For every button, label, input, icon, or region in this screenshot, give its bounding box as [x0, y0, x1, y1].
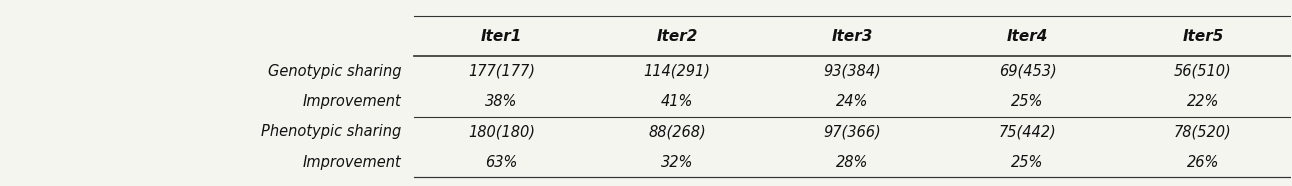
Text: Iter5: Iter5 — [1182, 29, 1224, 44]
Text: 114(291): 114(291) — [643, 64, 711, 79]
Text: 56(510): 56(510) — [1174, 64, 1231, 79]
Text: 22%: 22% — [1187, 94, 1220, 109]
Text: Genotypic sharing: Genotypic sharing — [267, 64, 401, 79]
Text: Iter3: Iter3 — [832, 29, 873, 44]
Text: 63%: 63% — [486, 155, 518, 170]
Text: Iter4: Iter4 — [1006, 29, 1048, 44]
Text: 69(453): 69(453) — [999, 64, 1057, 79]
Text: 97(366): 97(366) — [823, 124, 881, 140]
Text: 28%: 28% — [836, 155, 868, 170]
Text: 88(268): 88(268) — [649, 124, 705, 140]
Text: 26%: 26% — [1187, 155, 1220, 170]
Text: 24%: 24% — [836, 94, 868, 109]
Text: 177(177): 177(177) — [468, 64, 535, 79]
Text: 38%: 38% — [486, 94, 518, 109]
Text: 93(384): 93(384) — [823, 64, 881, 79]
Text: 78(520): 78(520) — [1174, 124, 1231, 140]
Text: Phenotypic sharing: Phenotypic sharing — [261, 124, 401, 140]
Text: 75(442): 75(442) — [999, 124, 1057, 140]
Text: Improvement: Improvement — [302, 155, 401, 170]
Text: 25%: 25% — [1012, 94, 1044, 109]
Text: 32%: 32% — [660, 155, 693, 170]
Text: 25%: 25% — [1012, 155, 1044, 170]
Text: Iter1: Iter1 — [481, 29, 522, 44]
Text: 41%: 41% — [660, 94, 693, 109]
Text: 180(180): 180(180) — [468, 124, 535, 140]
Text: Iter2: Iter2 — [656, 29, 698, 44]
Text: Improvement: Improvement — [302, 94, 401, 109]
